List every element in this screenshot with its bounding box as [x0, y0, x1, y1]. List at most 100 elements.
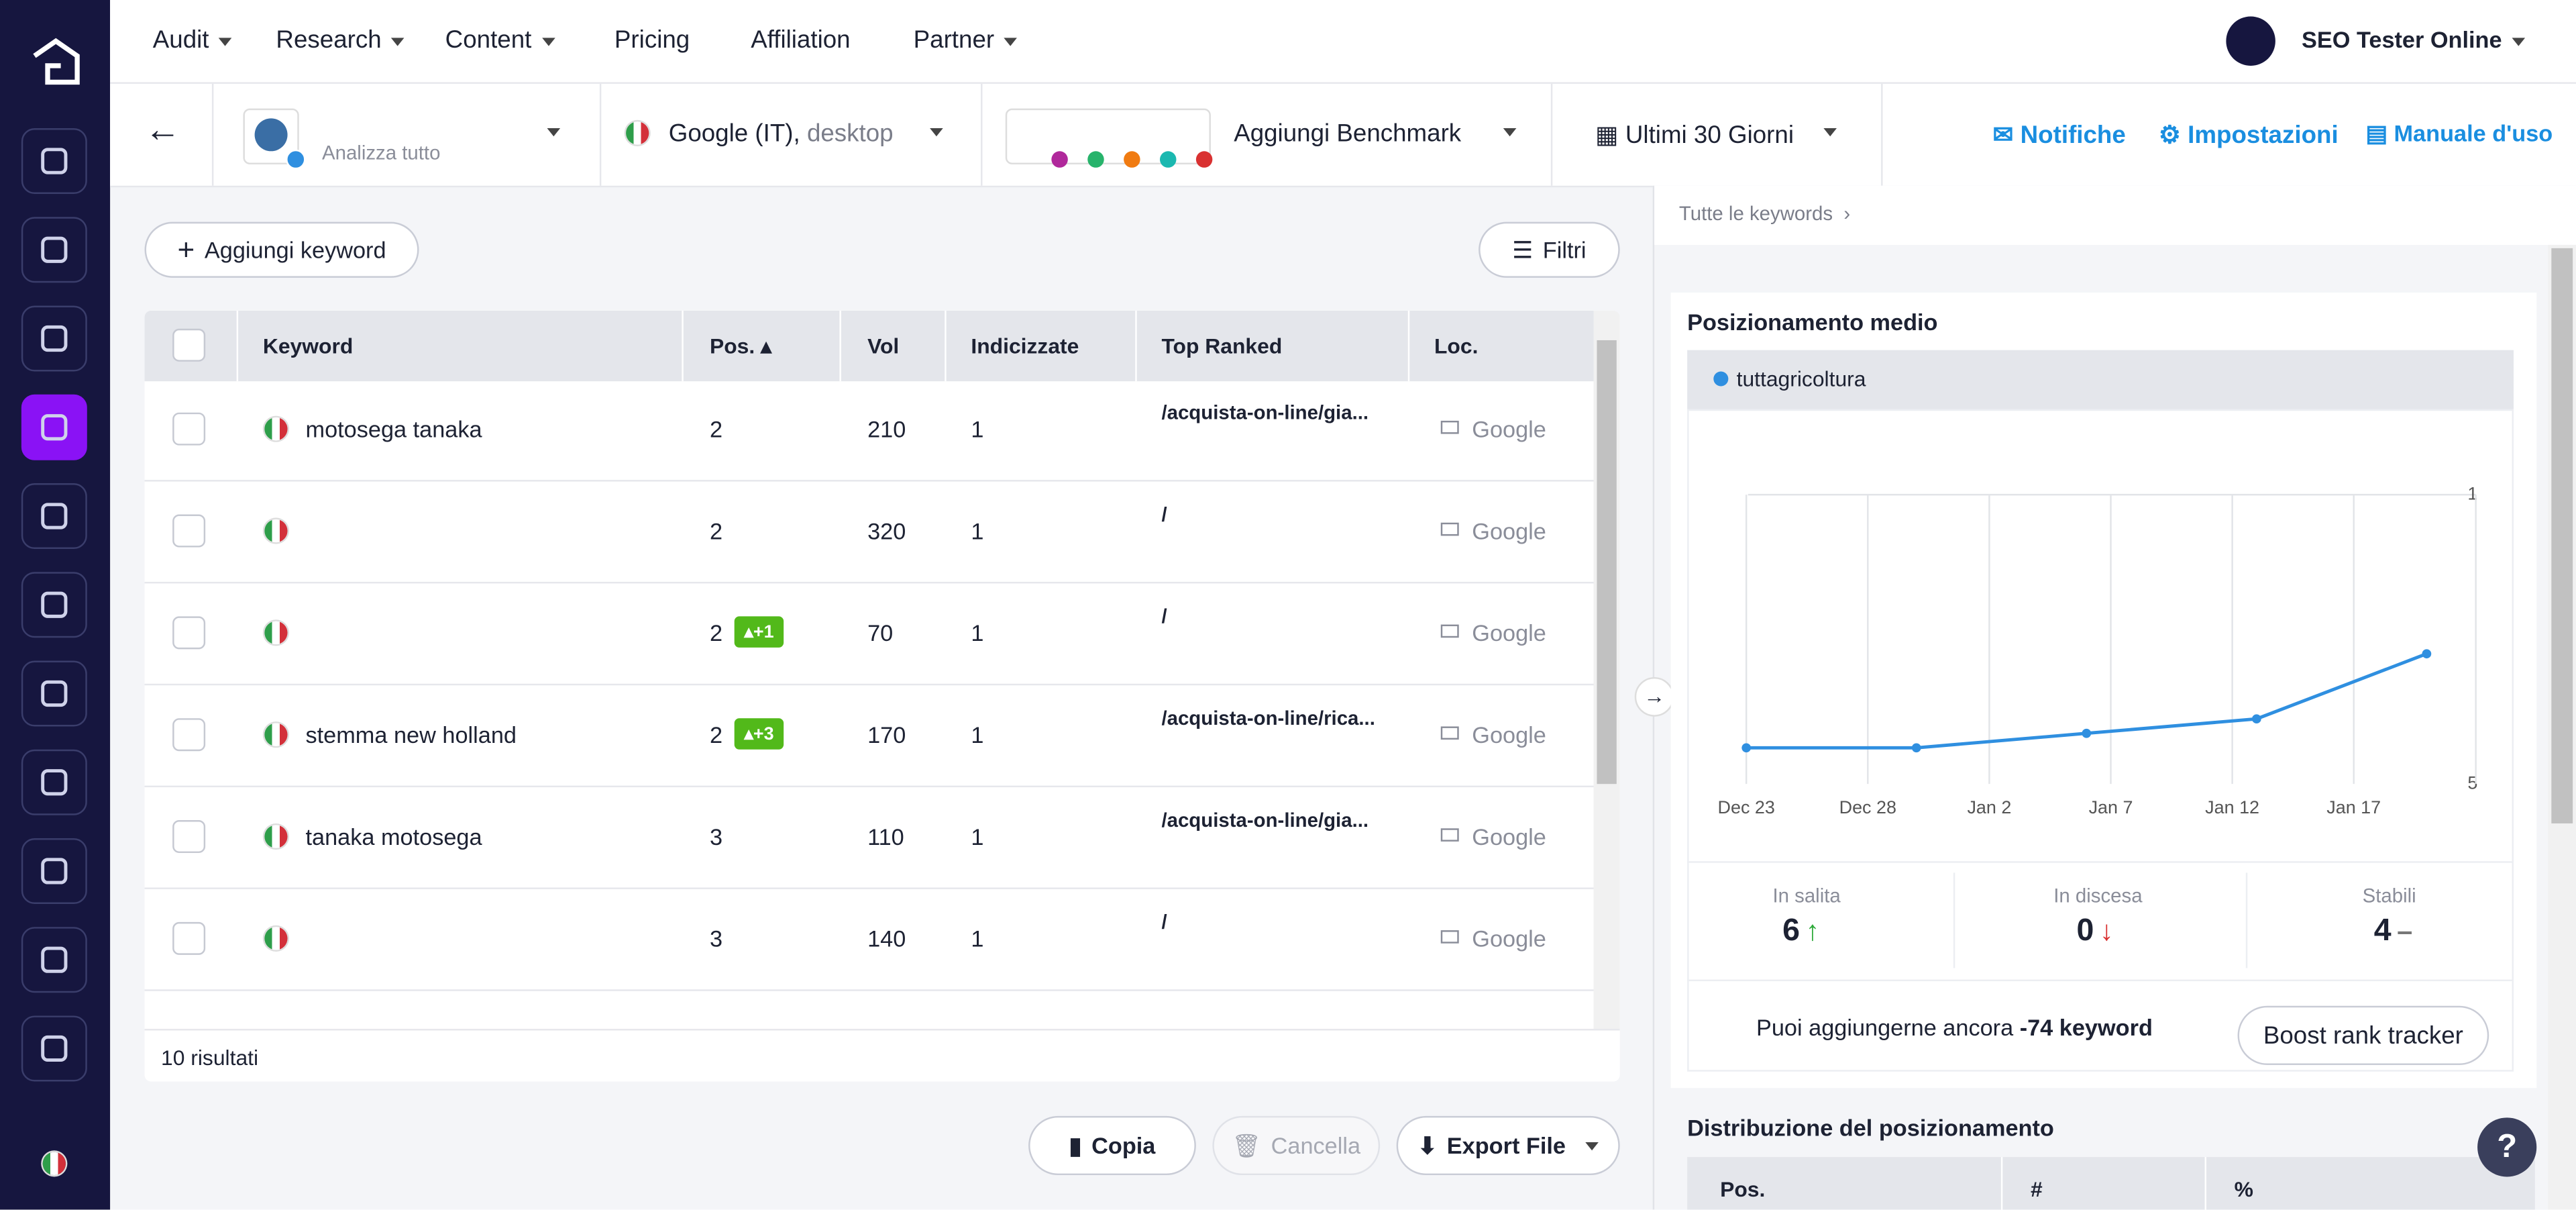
export-button[interactable]: ⬇ Export File — [1396, 1115, 1620, 1176]
button-text: Copia — [1091, 1132, 1156, 1159]
volume: 70 — [867, 619, 894, 646]
stat-label: In salita — [1772, 884, 1841, 907]
notifications-link[interactable]: ✉ Notifiche — [1992, 121, 2126, 150]
user-name-text: SEO Tester Online — [2302, 26, 2502, 53]
stat-arrow: ↓ — [2099, 915, 2114, 947]
delete-button: 🗑 Cancella — [1212, 1115, 1381, 1176]
sidebar-item[interactable] — [21, 749, 87, 815]
top-ranked: /acquista-on-line/gia... — [1161, 808, 1369, 832]
results-count: 10 risultati — [161, 1045, 259, 1070]
chart-card — [1670, 292, 2537, 1089]
keyword: motosega tanaka — [305, 415, 482, 442]
flag — [264, 825, 288, 848]
indexed: 1 — [971, 823, 984, 850]
toolbar — [110, 83, 2576, 188]
breadcrumb[interactable]: Tutte le keywords › — [1678, 202, 1851, 225]
top-nav — [110, 0, 2576, 84]
sidebar-item[interactable] — [21, 483, 87, 549]
add-keyword-button[interactable]: + Aggiungi keyword — [144, 221, 419, 278]
checkbox[interactable] — [172, 514, 206, 548]
benchmark-dot — [1195, 151, 1213, 168]
nav-item[interactable]: Affiliation — [751, 26, 850, 54]
manual-link[interactable]: ▤ Manuale d'uso — [2365, 119, 2553, 146]
sidebar-item[interactable] — [21, 1015, 87, 1082]
top-ranked: /acquista-on-line/gia... — [1161, 401, 1369, 424]
sidebar-item[interactable] — [21, 660, 87, 727]
help-button[interactable]: ? — [2477, 1117, 2537, 1177]
sidebar-item[interactable] — [21, 838, 87, 904]
nav-item[interactable]: Research — [276, 26, 405, 54]
button-text: Aggiungi keyword — [204, 236, 386, 263]
button-text: Cancella — [1271, 1132, 1361, 1159]
indexed: 1 — [971, 925, 984, 952]
position: 2 — [709, 415, 723, 442]
nav-item[interactable]: Partner — [914, 26, 1018, 54]
benchmark-select[interactable]: Aggiungi Benchmark — [1234, 119, 1462, 148]
legend-swatch — [1713, 371, 1729, 387]
engine-select[interactable]: Google (IT), desktop — [669, 120, 894, 148]
back-button[interactable]: ← — [144, 108, 181, 150]
device-icon — [1440, 726, 1459, 740]
nav-label: Pricing — [614, 26, 690, 54]
checkbox[interactable] — [172, 718, 206, 752]
checkbox[interactable] — [172, 921, 206, 955]
top-ranked: / — [1161, 605, 1167, 628]
checkbox[interactable] — [172, 328, 206, 362]
x-tick-label: Jan 12 — [2205, 797, 2259, 817]
checkbox[interactable] — [172, 616, 206, 650]
location: Google — [1472, 415, 1546, 442]
sidebar-item[interactable] — [21, 305, 87, 372]
device-icon — [1440, 522, 1459, 536]
row-divider — [144, 989, 1594, 991]
checkbox[interactable] — [172, 412, 206, 446]
user-name[interactable]: SEO Tester Online — [2302, 26, 2525, 52]
table-header — [144, 310, 1594, 382]
avatar[interactable] — [2226, 16, 2275, 66]
position-change: ▴+3 — [734, 718, 784, 750]
location: Google — [1472, 619, 1546, 646]
project-select[interactable]: Analizza tutto — [322, 141, 441, 164]
top-ranked: / — [1161, 910, 1167, 934]
column-header[interactable]: Pos. ▴ — [709, 334, 772, 358]
top-ranked: / — [1161, 503, 1167, 526]
legend-label[interactable]: tuttagricoltura — [1736, 366, 1866, 391]
collapse-button[interactable]: → — [1634, 676, 1674, 717]
x-tick-label: Jan 7 — [2089, 797, 2133, 817]
sidebar-item[interactable] — [21, 128, 87, 194]
checkbox[interactable] — [172, 820, 206, 854]
stat-label: In discesa — [2053, 884, 2143, 907]
nav-label: Content — [445, 26, 532, 54]
benchmark-dot — [1159, 151, 1177, 168]
sidebar-item[interactable] — [21, 927, 87, 993]
boost-button[interactable]: Boost rank tracker — [2237, 1005, 2489, 1065]
position: 3 — [709, 925, 723, 952]
column-header: Pos. — [1720, 1176, 1766, 1202]
nav-item[interactable]: Pricing — [614, 26, 690, 54]
location: Google — [1472, 925, 1546, 952]
column-divider — [236, 310, 239, 382]
x-tick-label: Dec 23 — [1718, 797, 1775, 817]
position: 2 — [709, 721, 723, 748]
nav-item[interactable]: Audit — [153, 26, 232, 54]
point — [2082, 728, 2092, 738]
device-icon — [1440, 624, 1459, 638]
flag — [264, 417, 288, 441]
location: Google — [1472, 517, 1546, 544]
copy-button[interactable]: ▮ Copia — [1028, 1115, 1196, 1176]
nav-item[interactable]: Content — [445, 26, 555, 54]
column-divider — [682, 310, 684, 382]
volume: 110 — [867, 823, 904, 850]
project-icon — [243, 108, 306, 170]
button-text: Boost rank tracker — [2263, 1021, 2463, 1050]
settings-link[interactable]: ⚙ Impostazioni — [2158, 121, 2339, 150]
sidebar-item[interactable] — [21, 394, 87, 460]
language-flag[interactable] — [42, 1152, 66, 1176]
sidebar-item[interactable] — [21, 572, 87, 638]
logo — [33, 38, 80, 85]
sidebar-item[interactable] — [21, 217, 87, 283]
filters-button[interactable]: ☰ Filtri — [1479, 221, 1620, 278]
period-select[interactable]: ▦ Ultimi 30 Giorni — [1595, 121, 1794, 150]
point — [2422, 649, 2432, 659]
engine: Google (IT), — [668, 119, 800, 148]
